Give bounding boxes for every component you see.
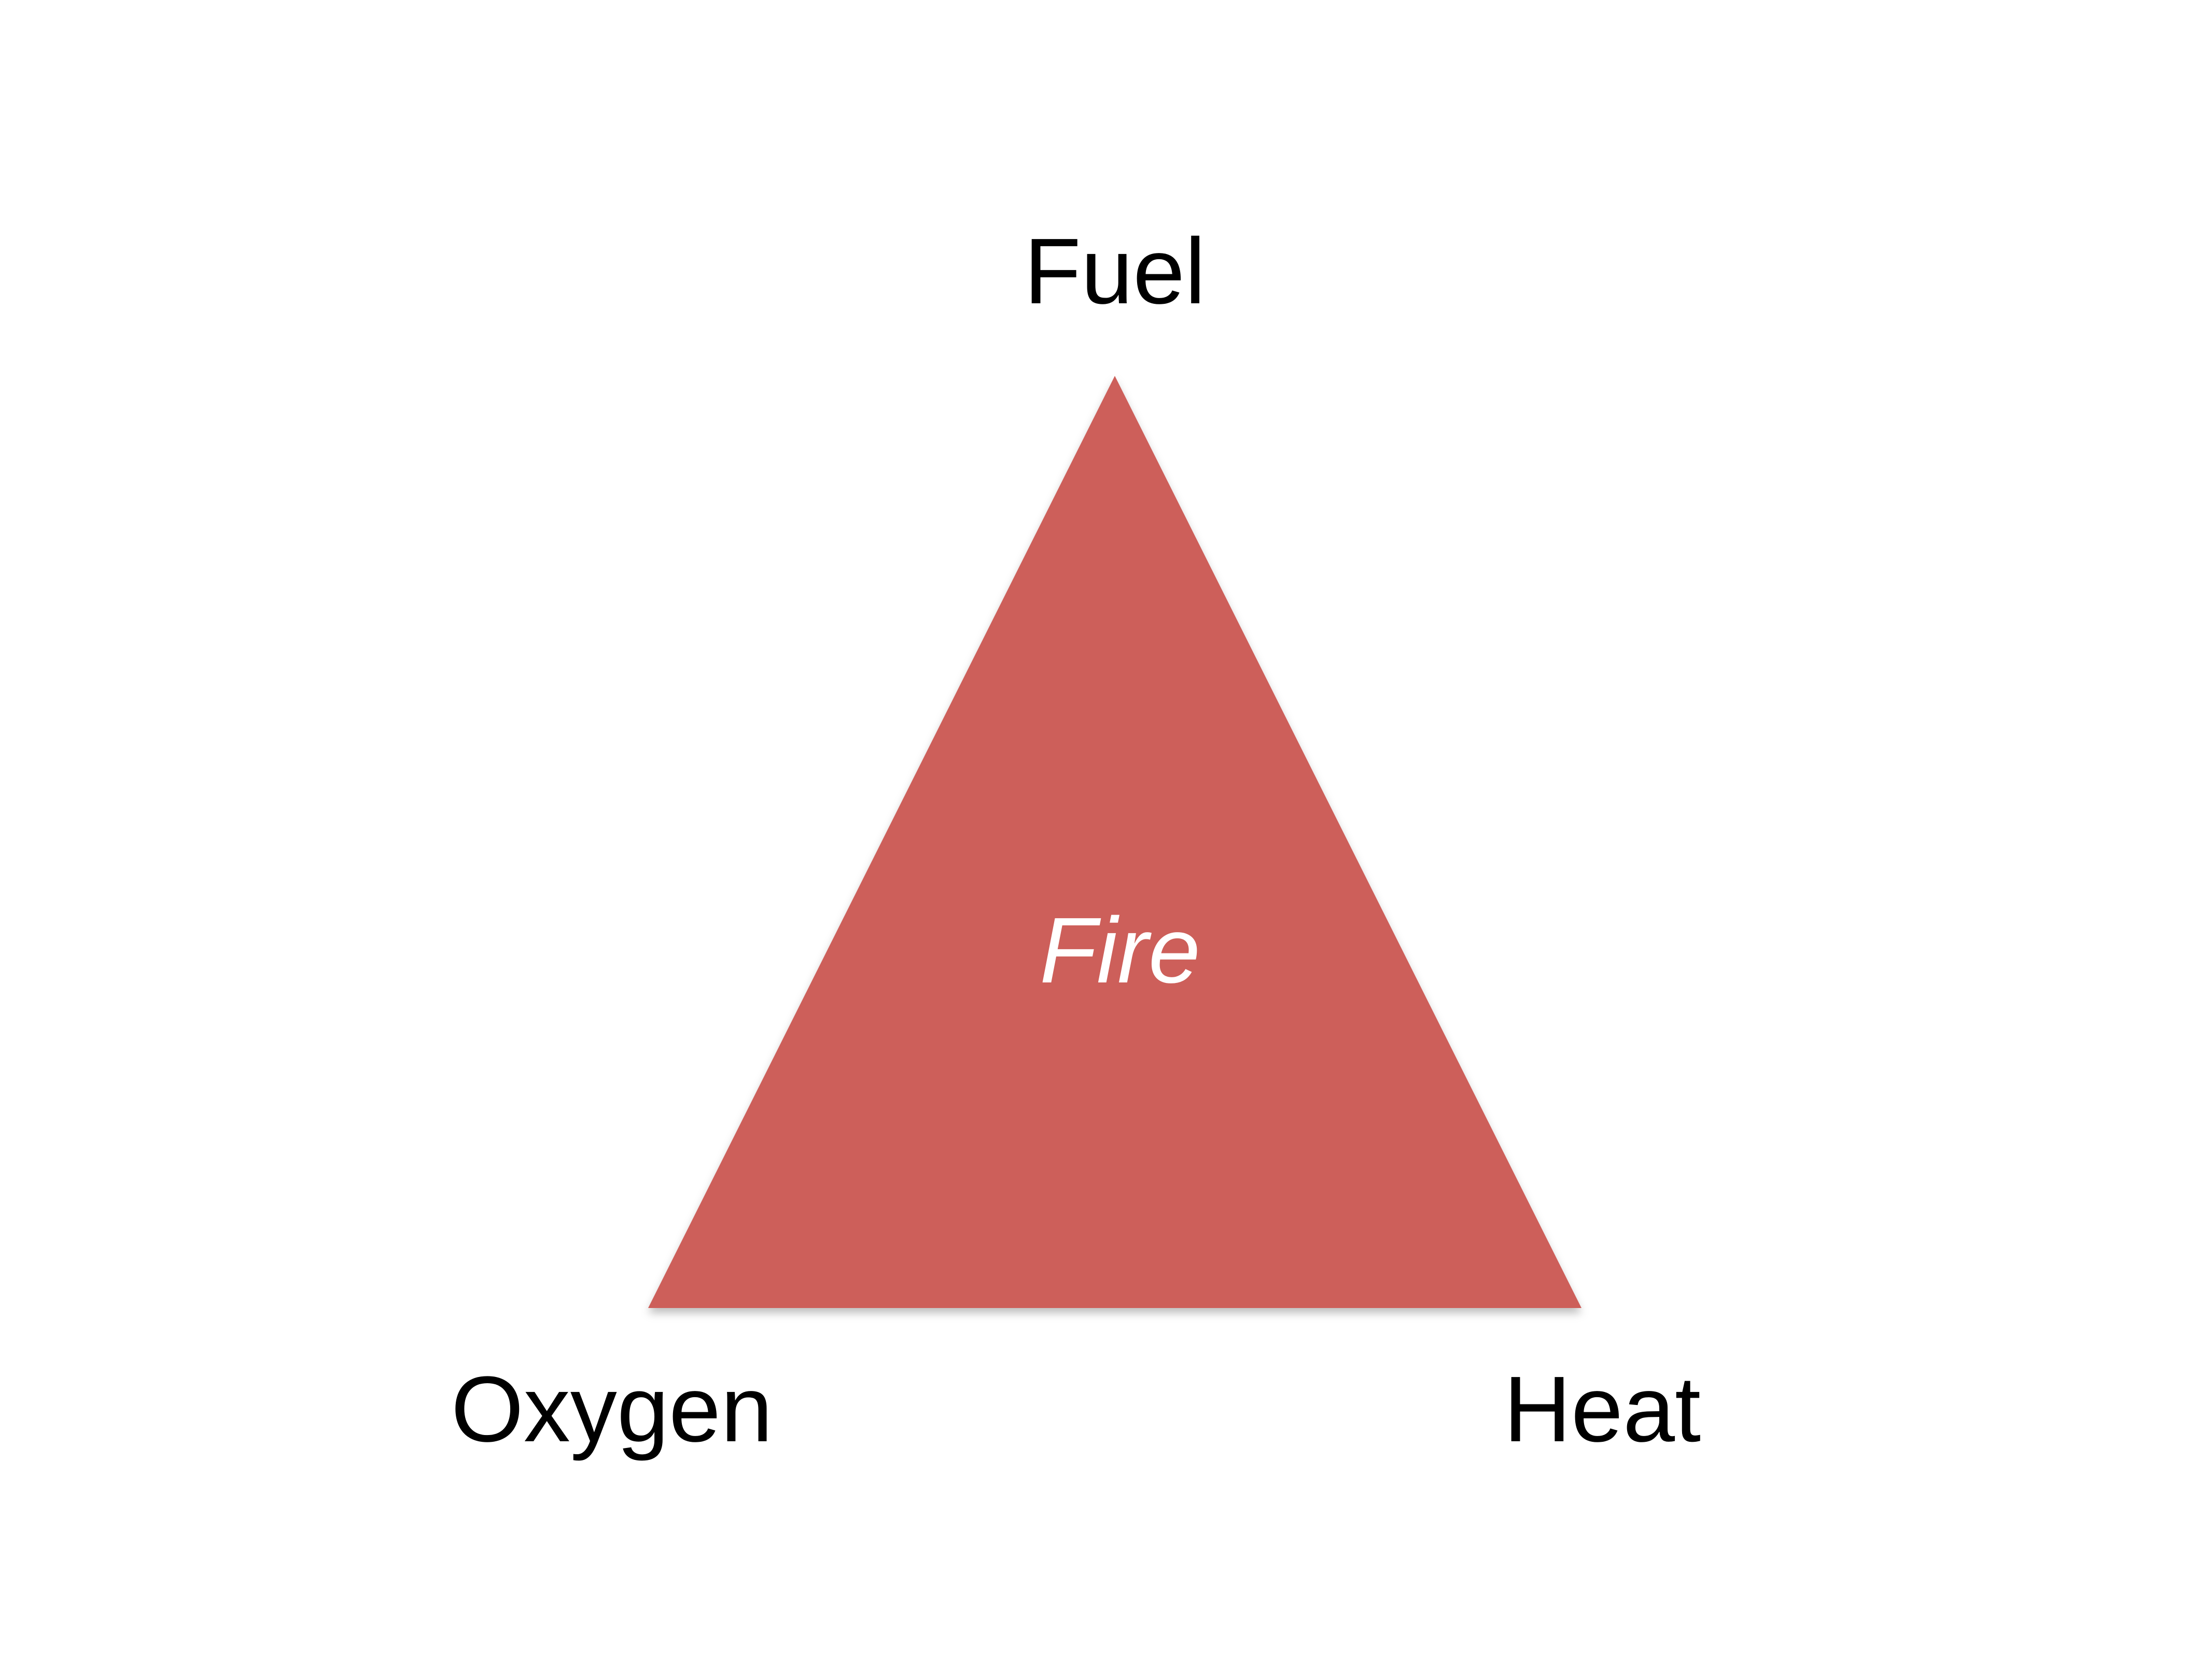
fire-triangle-shape	[648, 376, 1581, 1308]
fire-center-label: Fire	[1040, 898, 1200, 1003]
fuel-label: Fuel	[1024, 219, 1206, 324]
oxygen-label: Oxygen	[451, 1357, 773, 1461]
heat-label: Heat	[1504, 1357, 1701, 1461]
